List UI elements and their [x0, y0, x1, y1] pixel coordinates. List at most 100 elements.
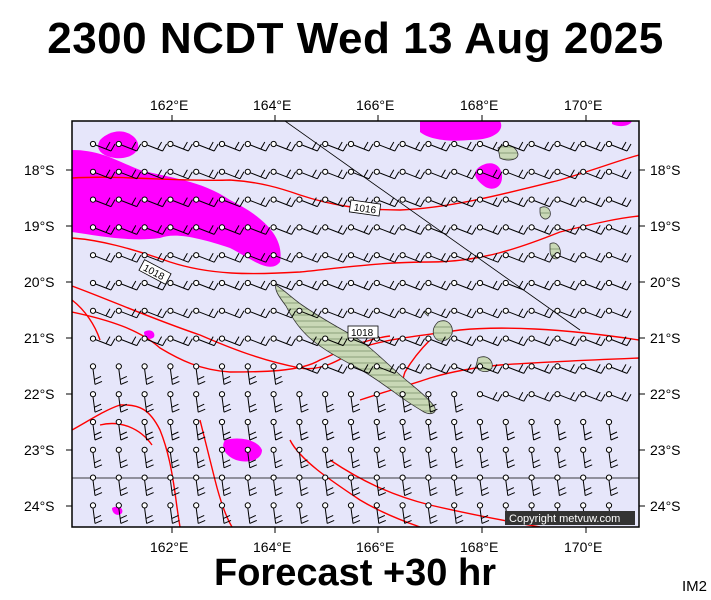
wind-barb-station — [451, 391, 458, 398]
wind-barb-station — [554, 224, 561, 231]
wind-barb — [451, 252, 477, 263]
wind-barb-shaft — [453, 424, 464, 441]
wind-barb-station — [141, 252, 148, 259]
wind-barb — [167, 391, 180, 413]
wind-barb-shaft — [224, 169, 245, 180]
lon-label-top-170: 170°E — [564, 97, 602, 113]
wind-barb-shaft — [559, 391, 580, 402]
wind-barb-shaft — [144, 480, 154, 497]
wind-barb-station — [605, 391, 613, 398]
wind-barb — [451, 196, 477, 208]
wind-barb — [451, 474, 464, 497]
wind-barb — [476, 224, 503, 235]
wind-barb — [605, 418, 619, 441]
wind-barb-shaft — [534, 364, 555, 374]
wind-barb-shaft — [273, 452, 283, 469]
wind-barb-shaft — [585, 169, 606, 180]
wind-barb-shaft — [172, 225, 193, 235]
wind-barb-shaft — [247, 368, 257, 385]
wind-barb-station — [373, 446, 380, 453]
wind-barb — [476, 252, 503, 263]
wind-barb — [270, 474, 283, 497]
longitude-ticks — [171, 115, 587, 533]
wind-barb-station — [554, 168, 561, 175]
wind-barb — [554, 335, 580, 347]
wind-barb — [580, 252, 606, 263]
wind-barb — [89, 363, 103, 385]
wind-barb — [89, 335, 116, 347]
wind-barb-station — [528, 391, 535, 398]
wind-barb-station — [322, 391, 329, 398]
wind-barb-shaft — [298, 396, 309, 413]
wind-barb — [296, 391, 309, 413]
wind-barb-station — [399, 474, 406, 481]
wind-barb-shaft — [327, 280, 348, 291]
wind-barb-shaft — [118, 424, 128, 441]
wind-barb — [476, 140, 503, 152]
wind-barb — [347, 363, 374, 374]
wind-barb-station — [580, 391, 587, 398]
wind-barb-station — [399, 196, 406, 203]
wind-barb-shaft — [144, 507, 154, 524]
wind-barb-shaft — [273, 507, 283, 524]
wind-barb-station — [296, 446, 303, 453]
wind-barb-station — [296, 474, 303, 481]
wind-barb-station — [399, 168, 406, 175]
wind-barb-station — [425, 224, 432, 231]
wind-barb — [502, 335, 529, 347]
wind-barb — [580, 446, 593, 469]
wind-barb-shaft — [169, 396, 180, 413]
wind-barb — [425, 196, 451, 208]
wind-barb-station — [502, 224, 509, 231]
wind-barb-station — [193, 252, 200, 259]
wind-barb-shaft — [482, 308, 503, 319]
lon-label-top-166: 166°E — [356, 97, 394, 113]
wind-barb — [218, 168, 245, 180]
wind-barb-shaft — [276, 280, 297, 291]
wind-barb-shaft — [427, 452, 438, 469]
wind-barb — [502, 252, 529, 263]
wind-barb-shaft — [301, 225, 322, 235]
wind-barb — [425, 391, 438, 413]
wind-barb-shaft — [327, 141, 348, 152]
wind-barb — [476, 391, 503, 402]
wind-barb-station — [193, 335, 200, 342]
wind-barb — [347, 418, 361, 441]
wind-barb-shaft — [169, 424, 180, 441]
wind-barb — [528, 446, 541, 469]
wind-barb — [218, 502, 232, 524]
wind-barb-station — [89, 502, 97, 509]
wind-barb — [322, 140, 348, 152]
wind-barb-shaft — [250, 308, 271, 319]
wind-barb-shaft — [198, 169, 219, 180]
wind-barb-shaft — [276, 336, 297, 347]
wind-barb-station — [89, 307, 97, 314]
wind-barb-station — [476, 335, 484, 342]
wind-barb-station — [218, 391, 226, 398]
wind-barb-shaft — [250, 197, 271, 208]
wind-barb-station — [167, 446, 174, 453]
isobar-label-group-3: 1018 — [347, 325, 379, 339]
wind-barb-station — [502, 168, 509, 175]
wind-barb-station — [554, 391, 561, 398]
wind-barb-station — [270, 307, 277, 314]
wind-barb-shaft — [250, 280, 271, 291]
wind-barb-station — [502, 196, 509, 203]
wind-barb-station — [502, 418, 509, 426]
wind-barb — [580, 279, 606, 291]
wind-barb-shaft — [585, 308, 606, 319]
lon-label-bottom-162: 162°E — [150, 539, 188, 555]
wind-barb — [141, 335, 168, 347]
wind-barb-station — [89, 279, 97, 287]
copyright-box — [505, 511, 635, 525]
wind-barb-shaft — [534, 225, 555, 235]
wind-barb — [218, 224, 245, 235]
wind-barb-station — [451, 196, 458, 203]
wind-barb-station — [502, 140, 509, 148]
wind-barb — [605, 474, 619, 497]
copyright-text: Copyright metvuw.com — [509, 513, 620, 525]
wind-barb-shaft — [198, 308, 219, 319]
wind-barb-shaft — [611, 169, 632, 180]
wind-barb-shaft — [611, 141, 632, 152]
wind-barb-station — [89, 391, 97, 398]
